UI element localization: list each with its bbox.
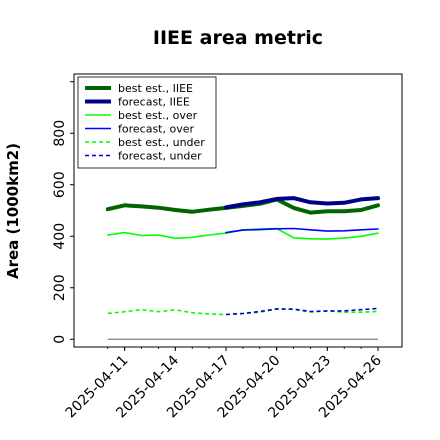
legend-label-2: best est., over	[118, 109, 198, 122]
legend-label-1: forecast, IIEE	[118, 96, 190, 109]
legend-label-0: best est., IIEE	[118, 82, 193, 95]
series-line-1	[224, 196, 380, 210]
legend-label-3: forecast, over	[118, 123, 194, 136]
y-tick-label-800: 800	[52, 120, 68, 147]
y-tick-label-600: 600	[52, 171, 68, 198]
chart-title: IIEE area metric	[153, 27, 323, 49]
y-tick-label-400: 400	[52, 223, 68, 250]
legend-label-5: forecast, under	[118, 150, 202, 163]
legend-label-4: best est., under	[118, 136, 205, 149]
y-tick-label-200: 200	[52, 274, 68, 301]
plot-area: 02004006008002025-04-112025-04-142025-04…	[52, 73, 403, 421]
y-tick-label-0: 0	[52, 335, 68, 344]
axes-frame	[73, 73, 403, 348]
legend-box	[77, 76, 217, 169]
series-line-5	[225, 307, 379, 316]
series-line-3	[225, 227, 379, 234]
y-axis-label: Area (1000km2)	[4, 143, 22, 279]
